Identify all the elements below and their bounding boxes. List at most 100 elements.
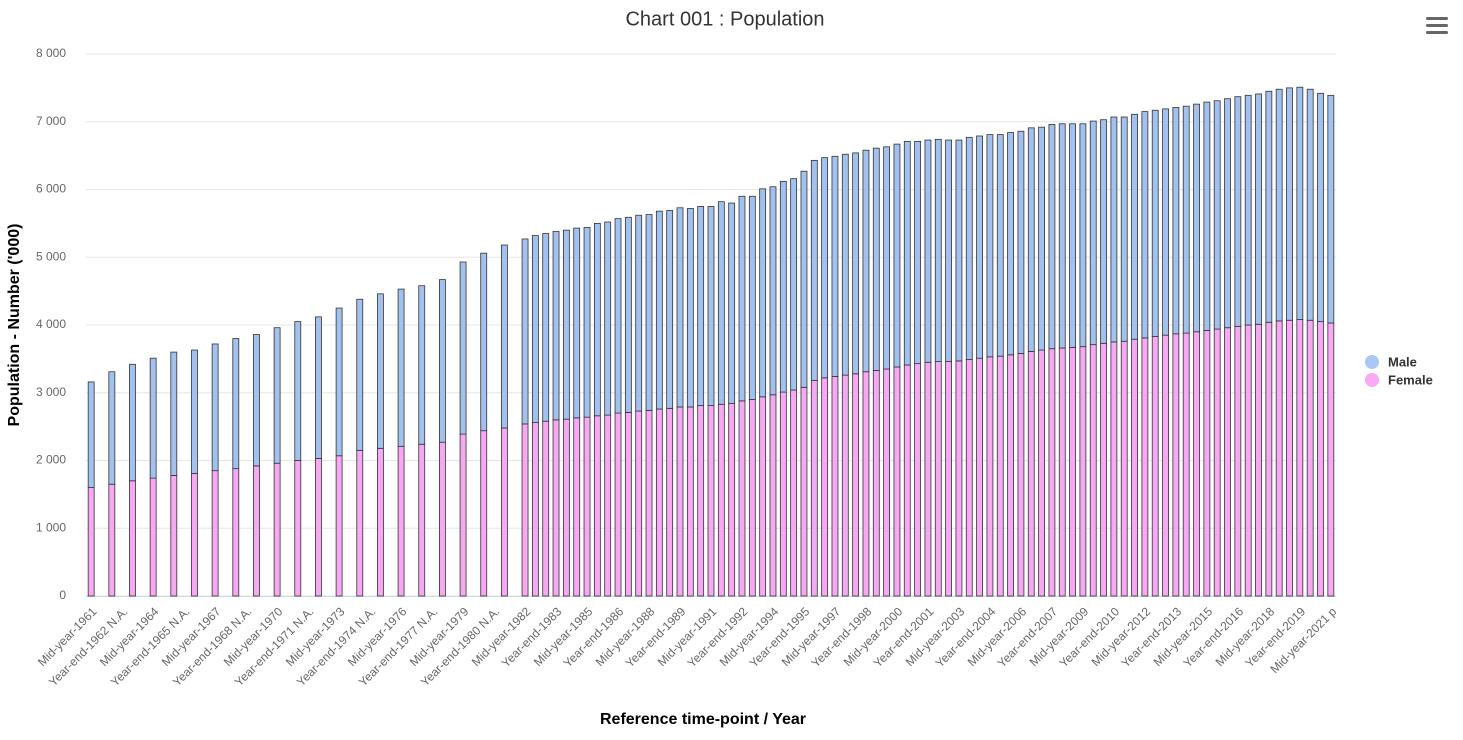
bar xyxy=(1296,86,1304,320)
bar xyxy=(397,288,405,447)
bar xyxy=(1131,113,1138,340)
bar xyxy=(1100,342,1107,597)
bar xyxy=(1317,321,1324,597)
bar xyxy=(800,386,808,597)
bar xyxy=(149,357,157,479)
bar xyxy=(852,373,860,597)
bar xyxy=(1327,94,1335,324)
bar xyxy=(903,140,911,366)
bar xyxy=(841,374,849,597)
bar xyxy=(149,477,157,597)
bar xyxy=(1038,349,1045,597)
bar xyxy=(1296,319,1304,597)
bar xyxy=(315,316,322,459)
bar xyxy=(1120,116,1128,342)
bar xyxy=(986,134,994,358)
bar xyxy=(1017,130,1025,354)
bar xyxy=(521,238,529,425)
bar xyxy=(593,415,601,597)
bar xyxy=(800,170,808,388)
bar xyxy=(335,307,343,457)
bar xyxy=(790,389,798,597)
bar xyxy=(872,369,880,597)
bar xyxy=(1151,109,1159,337)
bar xyxy=(129,363,136,482)
bar xyxy=(924,361,932,597)
bar xyxy=(976,357,983,597)
bar xyxy=(583,227,591,418)
bar xyxy=(790,178,798,391)
bar xyxy=(397,445,405,597)
bar xyxy=(614,218,622,414)
bar xyxy=(759,396,767,597)
bar xyxy=(1007,132,1014,356)
bar xyxy=(294,460,302,597)
bar xyxy=(604,221,612,416)
bar xyxy=(821,377,829,597)
legend-marker xyxy=(1365,355,1379,369)
bar xyxy=(500,427,508,597)
bar xyxy=(914,140,922,365)
bar xyxy=(769,186,777,396)
bar xyxy=(1027,351,1035,597)
bar xyxy=(655,210,663,410)
bar xyxy=(759,188,767,398)
bar xyxy=(1275,88,1283,322)
bar xyxy=(1275,320,1283,597)
bar xyxy=(552,419,560,597)
bar xyxy=(562,229,570,420)
bar xyxy=(1100,119,1107,344)
bar xyxy=(624,411,632,597)
bar xyxy=(1213,100,1221,330)
bar xyxy=(191,349,198,474)
bar xyxy=(439,441,446,597)
bar xyxy=(521,423,529,597)
bar xyxy=(211,470,219,597)
bar xyxy=(583,416,591,597)
bar xyxy=(356,298,364,451)
menu-button[interactable] xyxy=(1426,17,1448,34)
bar xyxy=(697,206,705,407)
bar xyxy=(1162,334,1169,597)
menu-bar[interactable] xyxy=(1426,17,1448,20)
bar xyxy=(748,195,756,400)
bar xyxy=(1069,346,1076,597)
y-axis-label: Population - Number ('000) xyxy=(6,224,23,427)
bar xyxy=(635,214,643,412)
bar xyxy=(986,356,994,597)
bar xyxy=(418,443,426,597)
bar xyxy=(748,399,756,597)
bar xyxy=(976,135,983,359)
bar xyxy=(1141,337,1149,597)
bar xyxy=(831,376,839,597)
bar xyxy=(1203,330,1211,597)
bar xyxy=(1089,120,1097,346)
bar xyxy=(655,408,663,597)
bar xyxy=(356,449,364,597)
bar xyxy=(645,409,653,597)
bar xyxy=(459,261,467,435)
menu-bar[interactable] xyxy=(1426,24,1448,27)
bar xyxy=(1141,111,1149,339)
bar xyxy=(1317,92,1324,323)
bar xyxy=(810,380,818,597)
bar xyxy=(500,244,508,429)
bar xyxy=(779,391,787,597)
bar xyxy=(439,279,446,443)
bar xyxy=(686,208,694,408)
bar xyxy=(1110,116,1118,343)
bar xyxy=(531,235,539,423)
bar xyxy=(1120,340,1128,597)
menu-bar[interactable] xyxy=(1426,31,1448,34)
legend-marker xyxy=(1365,373,1379,387)
bar xyxy=(728,202,736,404)
bar xyxy=(1234,325,1242,597)
bar xyxy=(934,138,942,362)
bar xyxy=(883,368,891,597)
bar xyxy=(170,351,178,476)
bar xyxy=(934,361,942,597)
bar xyxy=(1162,108,1169,336)
bar xyxy=(883,146,891,370)
bar xyxy=(1048,124,1056,350)
bar xyxy=(635,410,643,597)
